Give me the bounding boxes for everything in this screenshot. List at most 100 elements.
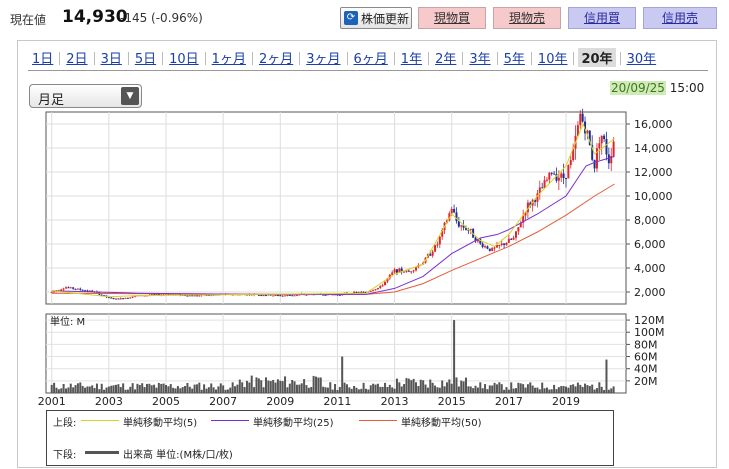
period-tab-6[interactable]: 2ヶ月 — [258, 52, 294, 67]
volume-bar — [500, 384, 503, 393]
legend-volume-label: 出来高 単位:(M株/口/枚) — [123, 450, 233, 461]
candle-body — [576, 125, 579, 136]
x-tick-label: 2019 — [552, 395, 580, 408]
volume-bar — [588, 385, 591, 393]
volume-bar — [122, 383, 125, 393]
period-tab-10[interactable]: 2年 — [435, 52, 457, 67]
period-tab-7[interactable]: 3ヶ月 — [306, 52, 341, 67]
volume-bar — [172, 387, 175, 393]
candle-body — [467, 229, 470, 231]
cash-buy-button[interactable]: 現物買 — [418, 7, 486, 29]
volume-bar — [434, 385, 437, 393]
volume-bar — [450, 383, 453, 393]
candle-body — [298, 294, 301, 296]
x-tick-label: 2013 — [381, 395, 409, 408]
candle-body — [534, 199, 537, 202]
volume-bar — [460, 380, 463, 393]
chevron-down-icon: ▼ — [121, 87, 139, 105]
period-tab-14[interactable]: 20年 — [578, 48, 616, 67]
candle-body — [481, 243, 484, 248]
candle-body — [286, 294, 289, 296]
volume-tick-label: 20M — [634, 375, 658, 388]
period-tab-4[interactable]: 10日 — [169, 52, 199, 67]
candle-body — [541, 187, 544, 189]
candle-body — [388, 274, 391, 279]
candle-body — [562, 173, 565, 179]
period-tab-2[interactable]: 3日 — [100, 52, 122, 67]
period-tab-8[interactable]: 6ヶ月 — [353, 52, 388, 67]
interval-select[interactable]: 月足 ▼ — [29, 84, 142, 108]
volume-bar — [331, 389, 334, 393]
price-tick-label: 16,000 — [634, 118, 673, 131]
period-tab-9[interactable]: 1年 — [400, 52, 423, 67]
volume-bar — [72, 387, 75, 393]
period-tab-3[interactable]: 5日 — [134, 52, 157, 67]
candle-body — [386, 278, 389, 282]
volume-bar — [419, 379, 422, 393]
candle-body — [134, 295, 137, 297]
candle-body — [536, 193, 539, 202]
period-tab-15[interactable]: 30年 — [626, 52, 657, 67]
volume-bar — [360, 388, 363, 393]
candle-body — [376, 287, 379, 290]
period-tab-0[interactable]: 1日 — [32, 52, 54, 67]
chart-frame — [17, 40, 717, 468]
volume-bar — [541, 382, 544, 393]
volume-bar — [322, 386, 325, 393]
candle-body — [198, 295, 201, 297]
volume-bar — [229, 387, 232, 393]
volume-bar — [226, 389, 229, 393]
volume-bar — [493, 382, 496, 393]
period-tab-12[interactable]: 5年 — [503, 52, 525, 67]
candle-body — [279, 295, 282, 297]
volume-bar — [612, 386, 615, 393]
refresh-price-button[interactable]: ⟳ 株価更新 — [340, 7, 412, 29]
volume-tick-label: 40M — [634, 363, 658, 376]
candle-body — [474, 237, 477, 242]
volume-bar — [524, 387, 527, 393]
candle-body — [550, 172, 553, 174]
period-tab-1[interactable]: 2日 — [66, 52, 88, 67]
volume-bar — [548, 389, 551, 393]
candle-body — [507, 238, 510, 243]
refresh-icon: ⟳ — [344, 11, 358, 25]
candle-body — [548, 172, 551, 180]
volume-bar — [379, 386, 382, 393]
current-price: 14,930 — [62, 7, 128, 27]
volume-bar — [131, 383, 134, 393]
volume-bar — [348, 387, 351, 393]
period-tab-11[interactable]: 3年 — [469, 52, 491, 67]
volume-bar — [155, 387, 158, 393]
volume-bar — [438, 387, 441, 393]
candle-body — [526, 202, 529, 213]
candle-body — [72, 287, 75, 289]
candle-body — [288, 294, 291, 296]
margin-sell-button[interactable]: 信用売 — [643, 7, 717, 29]
candle-body — [117, 298, 120, 300]
volume-bar — [310, 387, 313, 393]
cash-sell-button[interactable]: 現物売 — [493, 7, 561, 29]
volume-bar — [160, 383, 163, 393]
volume-bar — [298, 384, 301, 393]
volume-bar — [188, 386, 191, 393]
volume-bar — [262, 387, 265, 393]
volume-bar — [465, 377, 467, 393]
volume-bar — [162, 383, 165, 393]
candle-body — [150, 294, 153, 296]
volume-bar — [219, 383, 222, 393]
volume-bar — [217, 386, 220, 393]
margin-buy-button[interactable]: 信用買 — [568, 7, 636, 29]
volume-bar — [353, 385, 356, 393]
chart-time: 15:00 — [669, 81, 705, 95]
candle-body — [460, 225, 463, 227]
period-tab-5[interactable]: 1ヶ月 — [211, 52, 246, 67]
volume-bar — [567, 387, 570, 393]
volume-bar — [79, 382, 82, 393]
legend-ma25-label: 単純移動平均(25) — [253, 418, 334, 429]
volume-bar — [534, 387, 537, 393]
volume-bar — [365, 388, 367, 393]
volume-unit-label: 単位: M — [50, 315, 85, 328]
candle-body — [491, 248, 494, 251]
period-tab-13[interactable]: 10年 — [537, 52, 568, 67]
volume-bar — [515, 388, 517, 393]
